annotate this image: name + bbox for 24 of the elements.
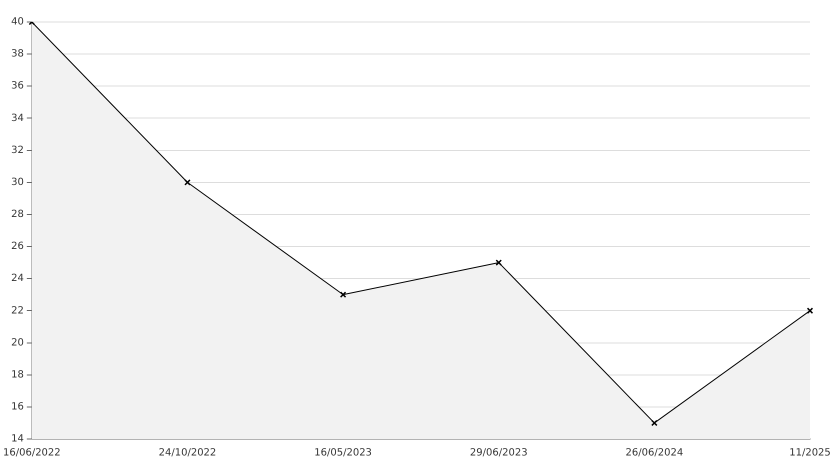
y-tick-label: 18 [11, 369, 24, 380]
y-tick-label: 30 [11, 176, 24, 188]
y-tick-label: 28 [11, 209, 24, 220]
y-tick-label: 32 [11, 144, 24, 156]
x-tick-label: 16/05/2023 [314, 448, 372, 459]
y-tick-label: 38 [11, 48, 24, 60]
x-tick-label: 29/06/2023 [470, 448, 528, 459]
point [496, 259, 502, 266]
y-tick-label: 22 [11, 305, 24, 316]
point [340, 291, 346, 298]
y-tick-label: 34 [11, 112, 24, 124]
y-tick-label: 16 [11, 402, 24, 413]
y-tick-label: 26 [11, 241, 24, 252]
y-tick-label: 36 [11, 80, 24, 92]
point [651, 420, 658, 426]
x-tick-label: 11/2025 [789, 448, 831, 459]
x-tick-label: 16/06/2022 [3, 448, 61, 459]
y-tick-label: 24 [11, 273, 24, 284]
x-tick-label: 26/06/2024 [626, 448, 684, 459]
y-tick-label: 40 [11, 16, 24, 28]
y-tick-label: 14 [11, 434, 24, 445]
point [184, 179, 191, 186]
y-tick-label: 20 [11, 337, 24, 348]
x-tick-label: 24/10/2022 [158, 448, 216, 459]
